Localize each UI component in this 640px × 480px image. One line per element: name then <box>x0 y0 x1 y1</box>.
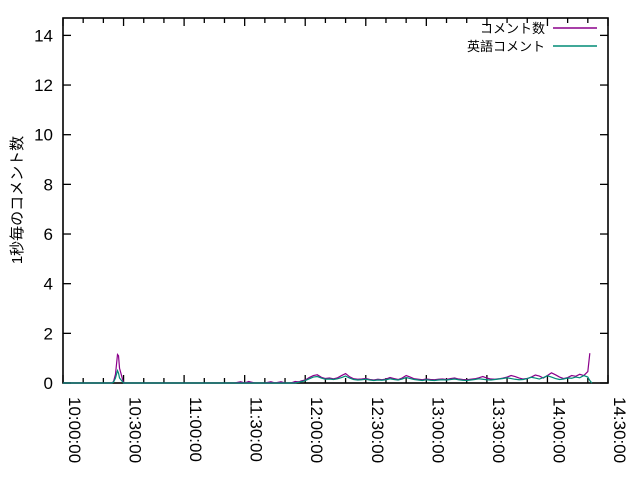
y-tick-label: 2 <box>44 324 53 343</box>
legend-label-1: 英語コメント <box>467 39 545 54</box>
x-tick-label: 13:00:00 <box>428 397 447 463</box>
y-tick-label: 14 <box>34 26 53 45</box>
series-line-english-comment <box>63 368 593 384</box>
x-axis-ticks: 10:00:00 10:30:00 11:00:00 11:30:00 12:00:00… <box>62 18 629 463</box>
x-tick-label: 12:00:00 <box>307 397 326 463</box>
y-tick-label: 4 <box>44 275 53 294</box>
x-tick-label: 10:00:00 <box>65 397 84 463</box>
legend-label-0: コメント数 <box>480 21 545 36</box>
y-axis-ticks: 0 2 4 6 8 10 12 14 <box>34 26 608 393</box>
x-tick-label: 14:30:00 <box>610 397 629 463</box>
y-tick-label: 0 <box>44 374 53 393</box>
y-axis-title: 1秒毎のコメント数 <box>9 136 26 264</box>
y-tick-label: 12 <box>34 76 53 95</box>
x-tick-label: 12:30:00 <box>368 397 387 463</box>
x-tick-label: 11:30:00 <box>247 397 266 462</box>
y-tick-label: 10 <box>34 126 53 145</box>
x-tick-label: 10:30:00 <box>126 397 145 463</box>
y-tick-label: 8 <box>44 175 53 194</box>
x-tick-label: 14:00:00 <box>549 397 568 463</box>
x-tick-label: 13:30:00 <box>489 397 508 463</box>
data-series-group <box>63 352 593 384</box>
x-tick-label: 11:00:00 <box>186 397 205 462</box>
y-axis-title-group: 1秒毎のコメント数 <box>9 136 26 264</box>
y-tick-label: 6 <box>44 225 53 244</box>
plot-frame <box>62 17 609 384</box>
